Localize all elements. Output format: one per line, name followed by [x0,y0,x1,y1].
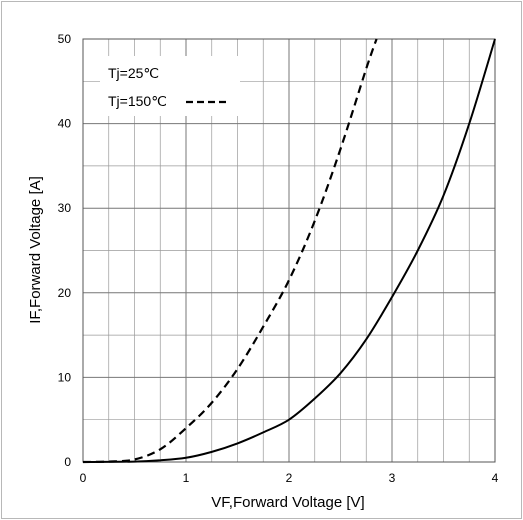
series-layer [82,38,496,464]
x-tick-label: 4 [492,471,499,485]
plot-border [82,38,496,463]
x-tick-label: 0 [80,471,87,485]
y-tick-label: 30 [58,201,72,215]
x-axis-label: VF,Forward Voltage [V] [211,494,364,511]
legend-label-tj150: Tj=150℃ [108,93,167,109]
x-tick-label: 1 [183,471,190,485]
y-axis-label: IF,Forward Voltage [A] [27,176,44,324]
x-tick-label: 3 [389,471,396,485]
y-tick-label: 40 [58,117,72,131]
x-tick-labels: 0 1 2 3 4 [80,471,499,485]
y-tick-label: 10 [58,370,72,384]
series-line-tj25 [82,38,496,463]
legend: Tj=25℃ Tj=150℃ [100,56,240,116]
legend-label-tj25: Tj=25℃ [108,65,159,81]
y-tick-labels: 0 10 20 30 40 50 [58,32,72,469]
y-tick-label: 20 [58,286,72,300]
y-tick-label: 50 [58,32,72,46]
x-tick-label: 2 [286,471,293,485]
series-line-tj150 [82,38,378,464]
y-tick-label: 0 [64,455,71,469]
legend-background [100,56,240,116]
